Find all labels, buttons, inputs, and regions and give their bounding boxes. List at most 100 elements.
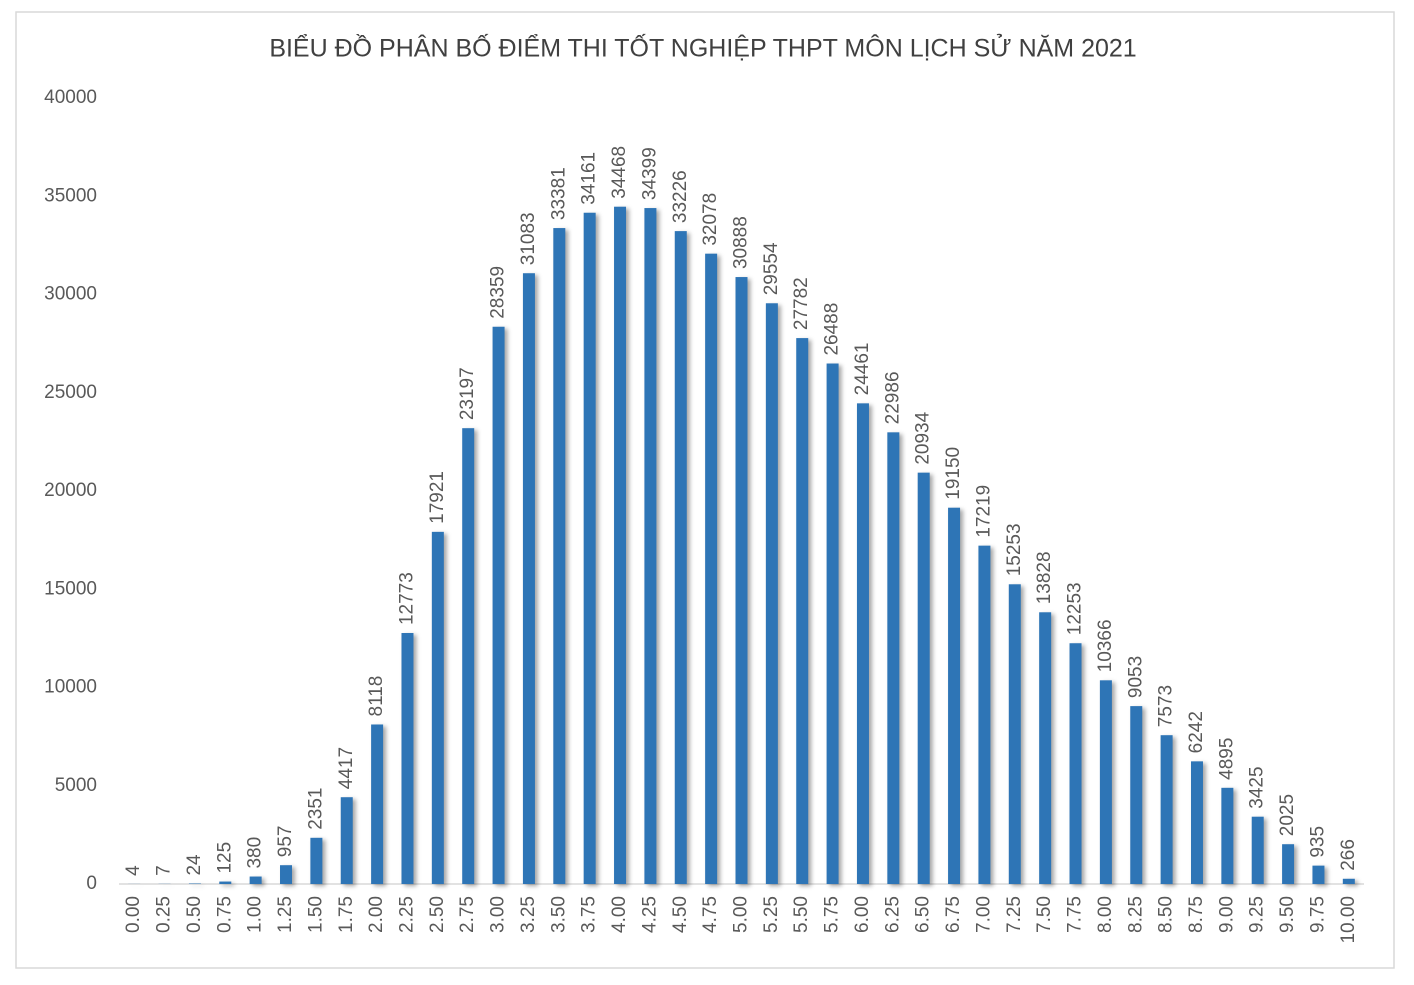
x-tick-label: 2.25 — [396, 896, 417, 933]
bar — [948, 507, 961, 884]
bar — [856, 403, 869, 884]
x-tick-label: 10.00 — [1338, 896, 1359, 944]
data-label: 12253 — [1065, 582, 1086, 635]
data-label: 30888 — [731, 216, 752, 269]
x-tick-label: 9.00 — [1216, 896, 1237, 933]
bar — [583, 212, 596, 885]
bar — [1099, 680, 1112, 884]
bar — [401, 633, 414, 884]
data-label: 3425 — [1247, 766, 1268, 808]
x-tick-label: 8.50 — [1156, 896, 1177, 933]
bar — [1282, 844, 1295, 884]
data-label: 17219 — [973, 485, 994, 538]
bar — [796, 338, 809, 884]
x-tick-label: 6.25 — [882, 896, 903, 933]
data-label: 6242 — [1186, 711, 1207, 753]
data-label: 27782 — [791, 277, 812, 330]
data-label: 33226 — [670, 170, 691, 223]
x-tick-label: 2.00 — [366, 896, 387, 933]
bar — [249, 876, 262, 884]
data-label: 32078 — [700, 193, 721, 246]
x-tick-label: 6.75 — [943, 896, 964, 933]
x-tick-label: 5.25 — [761, 896, 782, 933]
data-label: 8118 — [366, 676, 387, 717]
bar — [887, 432, 900, 884]
data-label: 34468 — [609, 146, 630, 199]
y-tick-label: 30000 — [44, 284, 97, 305]
x-tick-label: 9.25 — [1247, 896, 1268, 933]
data-label: 957 — [275, 825, 296, 857]
data-label: 7573 — [1156, 685, 1177, 727]
y-tick-label: 20000 — [44, 480, 97, 501]
x-tick-label: 2.75 — [457, 896, 478, 933]
x-tick-label: 6.00 — [852, 896, 873, 933]
data-label: 935 — [1307, 826, 1328, 858]
bar — [1008, 584, 1021, 884]
x-tick-label: 5.00 — [731, 896, 752, 933]
y-tick-label: 25000 — [44, 382, 97, 403]
data-label: 12773 — [396, 572, 417, 625]
x-tick-label: 4.25 — [639, 896, 660, 933]
data-label: 266 — [1338, 839, 1359, 871]
data-label: 24461 — [852, 342, 873, 395]
bar — [462, 428, 475, 884]
data-label: 9053 — [1125, 656, 1146, 698]
x-tick-label: 0.00 — [123, 896, 144, 933]
x-tick-label: 3.75 — [579, 896, 600, 933]
x-tick-label: 3.25 — [518, 896, 539, 933]
bar — [1039, 612, 1052, 884]
x-tick-label: 5.75 — [822, 896, 843, 933]
x-tick-label: 9.75 — [1307, 896, 1328, 933]
bar — [371, 724, 384, 884]
data-label: 34399 — [639, 147, 660, 200]
bar — [765, 303, 778, 884]
x-tick-label: 1.25 — [275, 896, 296, 933]
data-label: 7 — [154, 865, 175, 876]
x-tick-label: 0.25 — [154, 896, 175, 933]
x-tick-label: 1.50 — [305, 896, 326, 933]
data-label: 4417 — [336, 747, 357, 789]
y-tick-label: 5000 — [55, 775, 97, 796]
bar — [644, 208, 657, 885]
data-label: 26488 — [822, 303, 843, 356]
data-label: 29554 — [761, 242, 782, 295]
x-tick-label: 0.75 — [214, 896, 235, 933]
chart-title: BIỂU ĐỒ PHÂN BỐ ĐIỂM THI TỐT NGHIỆP THPT… — [269, 33, 1136, 63]
y-tick-label: 0 — [86, 873, 97, 894]
bar — [1130, 706, 1143, 884]
x-tick-label: 7.25 — [1004, 896, 1025, 933]
bar — [1312, 865, 1325, 884]
x-tick-label: 3.50 — [548, 896, 569, 933]
data-label: 17921 — [427, 471, 448, 524]
chart-border — [15, 11, 1395, 969]
bar — [826, 363, 839, 884]
x-tick-label: 7.00 — [973, 896, 994, 933]
bar — [705, 253, 718, 884]
bar — [522, 273, 535, 884]
x-tick-label: 8.25 — [1125, 896, 1146, 933]
bar — [674, 231, 687, 884]
x-tick-label: 2.50 — [427, 896, 448, 933]
data-label: 13828 — [1034, 551, 1055, 604]
bar — [553, 228, 566, 884]
data-label: 31083 — [518, 212, 539, 265]
data-label: 19150 — [943, 447, 964, 500]
data-label: 4 — [123, 865, 144, 876]
x-tick-label: 3.00 — [488, 896, 509, 933]
x-tick-label: 6.50 — [913, 896, 934, 933]
bar — [1160, 735, 1173, 884]
data-label: 20934 — [913, 411, 934, 464]
bar — [219, 881, 232, 884]
x-tick-label: 8.00 — [1095, 896, 1116, 933]
x-tick-label: 7.75 — [1065, 896, 1086, 933]
x-tick-label: 4.75 — [700, 896, 721, 933]
bar — [978, 545, 991, 884]
bar — [431, 531, 444, 884]
data-label: 15253 — [1004, 523, 1025, 576]
bar — [1221, 787, 1234, 884]
bar — [1190, 761, 1203, 884]
x-tick-label: 8.75 — [1186, 896, 1207, 933]
x-tick-label: 5.50 — [791, 896, 812, 933]
bar — [1069, 643, 1082, 884]
y-tick-label: 10000 — [44, 677, 97, 698]
